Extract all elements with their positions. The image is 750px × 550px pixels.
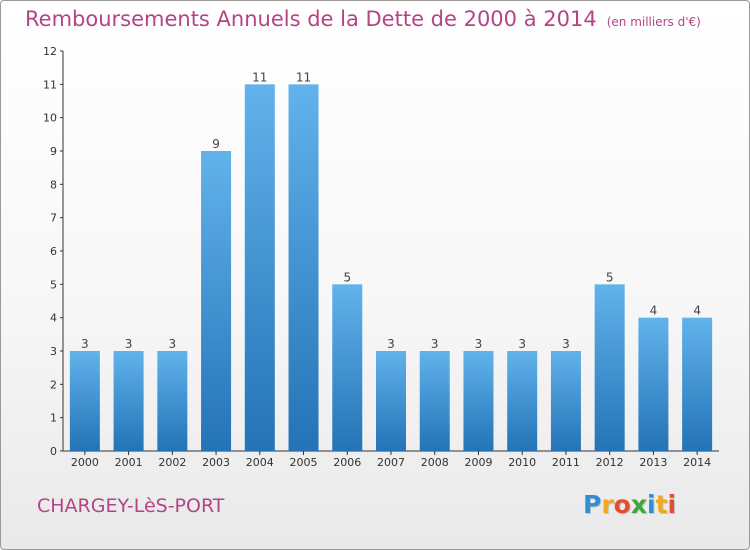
logo-letter: r [601,490,614,519]
x-tick-label: 2010 [508,456,536,469]
logo-letter: o [613,490,631,519]
bar [113,351,144,451]
bar [332,284,363,451]
bar [201,151,232,451]
y-tick-label: 0 [50,445,57,458]
bar-value-label: 5 [606,270,614,284]
y-tick-label: 6 [50,245,57,258]
logo-letter: t [655,490,668,519]
bar [244,84,275,451]
bar [376,351,406,451]
x-tick-label: 2012 [596,456,624,469]
bar-value-label: 3 [387,337,395,351]
x-tick-label: 2014 [683,456,711,469]
y-tick-label: 12 [43,45,57,58]
bar [594,284,625,451]
x-tick-label: 2008 [421,456,449,469]
logo-letter: i [667,490,677,519]
x-tick-label: 2006 [333,456,361,469]
bar-value-label: 3 [81,337,89,351]
x-tick-label: 2005 [290,456,318,469]
x-tick-label: 2013 [639,456,667,469]
bar-value-label: 11 [296,70,311,84]
x-tick-label: 2003 [202,456,230,469]
bar [157,351,188,451]
y-tick-label: 11 [43,78,57,91]
bar-value-label: 9 [212,137,220,151]
y-tick-label: 1 [50,412,57,425]
bar-value-label: 3 [475,337,483,351]
y-tick-label: 9 [50,145,57,158]
bar-value-label: 3 [125,337,133,351]
x-tick-label: 2011 [552,456,580,469]
bar-value-label: 3 [518,337,526,351]
y-tick-label: 7 [50,212,57,225]
bar [69,351,100,451]
bar [550,351,581,451]
x-tick-label: 2001 [115,456,143,469]
bar-value-label: 3 [169,337,177,351]
x-tick-label: 2007 [377,456,405,469]
bar [638,317,669,451]
chart-unit-note: (en milliers d'€) [606,15,701,29]
x-tick-label: 2009 [464,456,492,469]
y-tick-label: 8 [50,178,57,191]
commune-name: CHARGEY-LèS-PORT [37,495,225,517]
x-tick-label: 2000 [71,456,99,469]
bar-value-label: 11 [252,70,267,84]
y-tick-label: 2 [50,378,57,391]
chart-title-text: Remboursements Annuels de la Dette de 20… [25,7,597,31]
y-tick-label: 10 [43,112,57,125]
bar-value-label: 3 [562,337,570,351]
bar [682,317,713,451]
logo-letter: i [647,490,656,519]
bar [463,351,494,451]
y-tick-label: 3 [50,345,57,358]
bar-value-label: 3 [431,337,439,351]
logo-letter: x [630,490,647,519]
bar-value-label: 4 [650,304,658,318]
bar [507,351,538,451]
y-tick-label: 5 [50,278,57,291]
x-tick-label: 2004 [246,456,274,469]
chart-title: Remboursements Annuels de la Dette de 20… [25,7,701,31]
bar-value-label: 5 [343,270,351,284]
bar-value-label: 4 [693,304,701,318]
logo-letter: P [583,490,602,519]
proxiti-logo: Proxiti [583,490,676,519]
bar [419,351,450,451]
y-tick-label: 4 [50,312,57,325]
x-tick-label: 2002 [158,456,186,469]
bar [288,84,319,451]
